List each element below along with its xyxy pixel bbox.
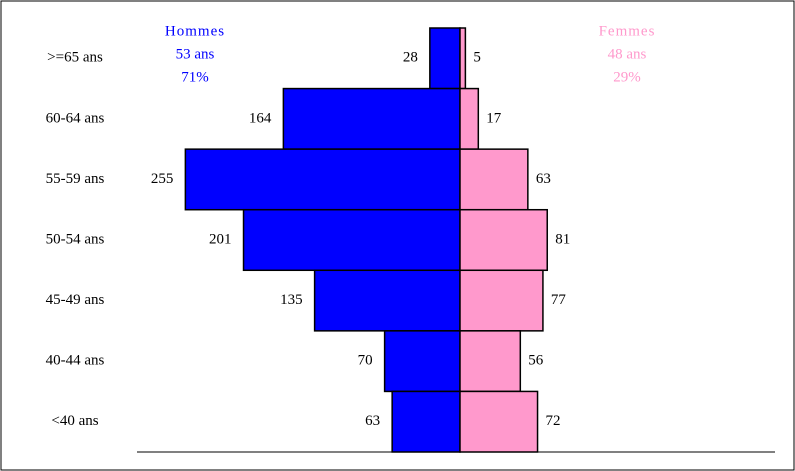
value-label: 81 — [555, 231, 570, 247]
bar — [459, 87, 480, 150]
category-label: 55-59 ans — [46, 171, 105, 187]
value-label: 201 — [209, 231, 232, 247]
category-label: 50-54 ans — [46, 231, 105, 247]
bar — [184, 148, 461, 211]
category-label: 40-44 ans — [46, 353, 105, 369]
bar — [429, 27, 461, 90]
value-label: 63 — [536, 171, 551, 187]
value-label: 164 — [249, 110, 272, 126]
annotation: 29% — [613, 69, 641, 85]
bar — [459, 390, 539, 453]
bar — [391, 390, 461, 453]
bar — [313, 269, 461, 332]
bar — [459, 148, 529, 211]
bar — [282, 87, 461, 150]
category-label: 60-64 ans — [46, 110, 105, 126]
value-label: 5 — [473, 50, 481, 66]
bar — [459, 208, 548, 272]
annotation: 53 ans — [176, 46, 215, 62]
value-label: 63 — [365, 413, 380, 429]
value-label: 135 — [280, 292, 303, 308]
category-label: <40 ans — [51, 413, 98, 429]
category-label: 45-49 ans — [46, 292, 105, 308]
value-label: 17 — [486, 110, 502, 126]
value-label: 72 — [546, 413, 561, 429]
annotation: 48 ans — [608, 46, 647, 62]
value-label: 70 — [358, 353, 373, 369]
bar — [383, 330, 461, 393]
legend-label: Femmes — [599, 23, 656, 39]
legend-label: Hommes — [165, 23, 225, 39]
category-label: >=65 ans — [47, 50, 103, 66]
value-label: 77 — [551, 292, 567, 308]
bar — [459, 330, 522, 393]
bar — [459, 269, 544, 332]
value-label: 255 — [151, 171, 174, 187]
bar — [459, 27, 467, 90]
value-label: 28 — [403, 50, 418, 66]
value-label: 56 — [528, 353, 544, 369]
bar — [242, 208, 461, 272]
annotation: 71% — [181, 69, 209, 85]
